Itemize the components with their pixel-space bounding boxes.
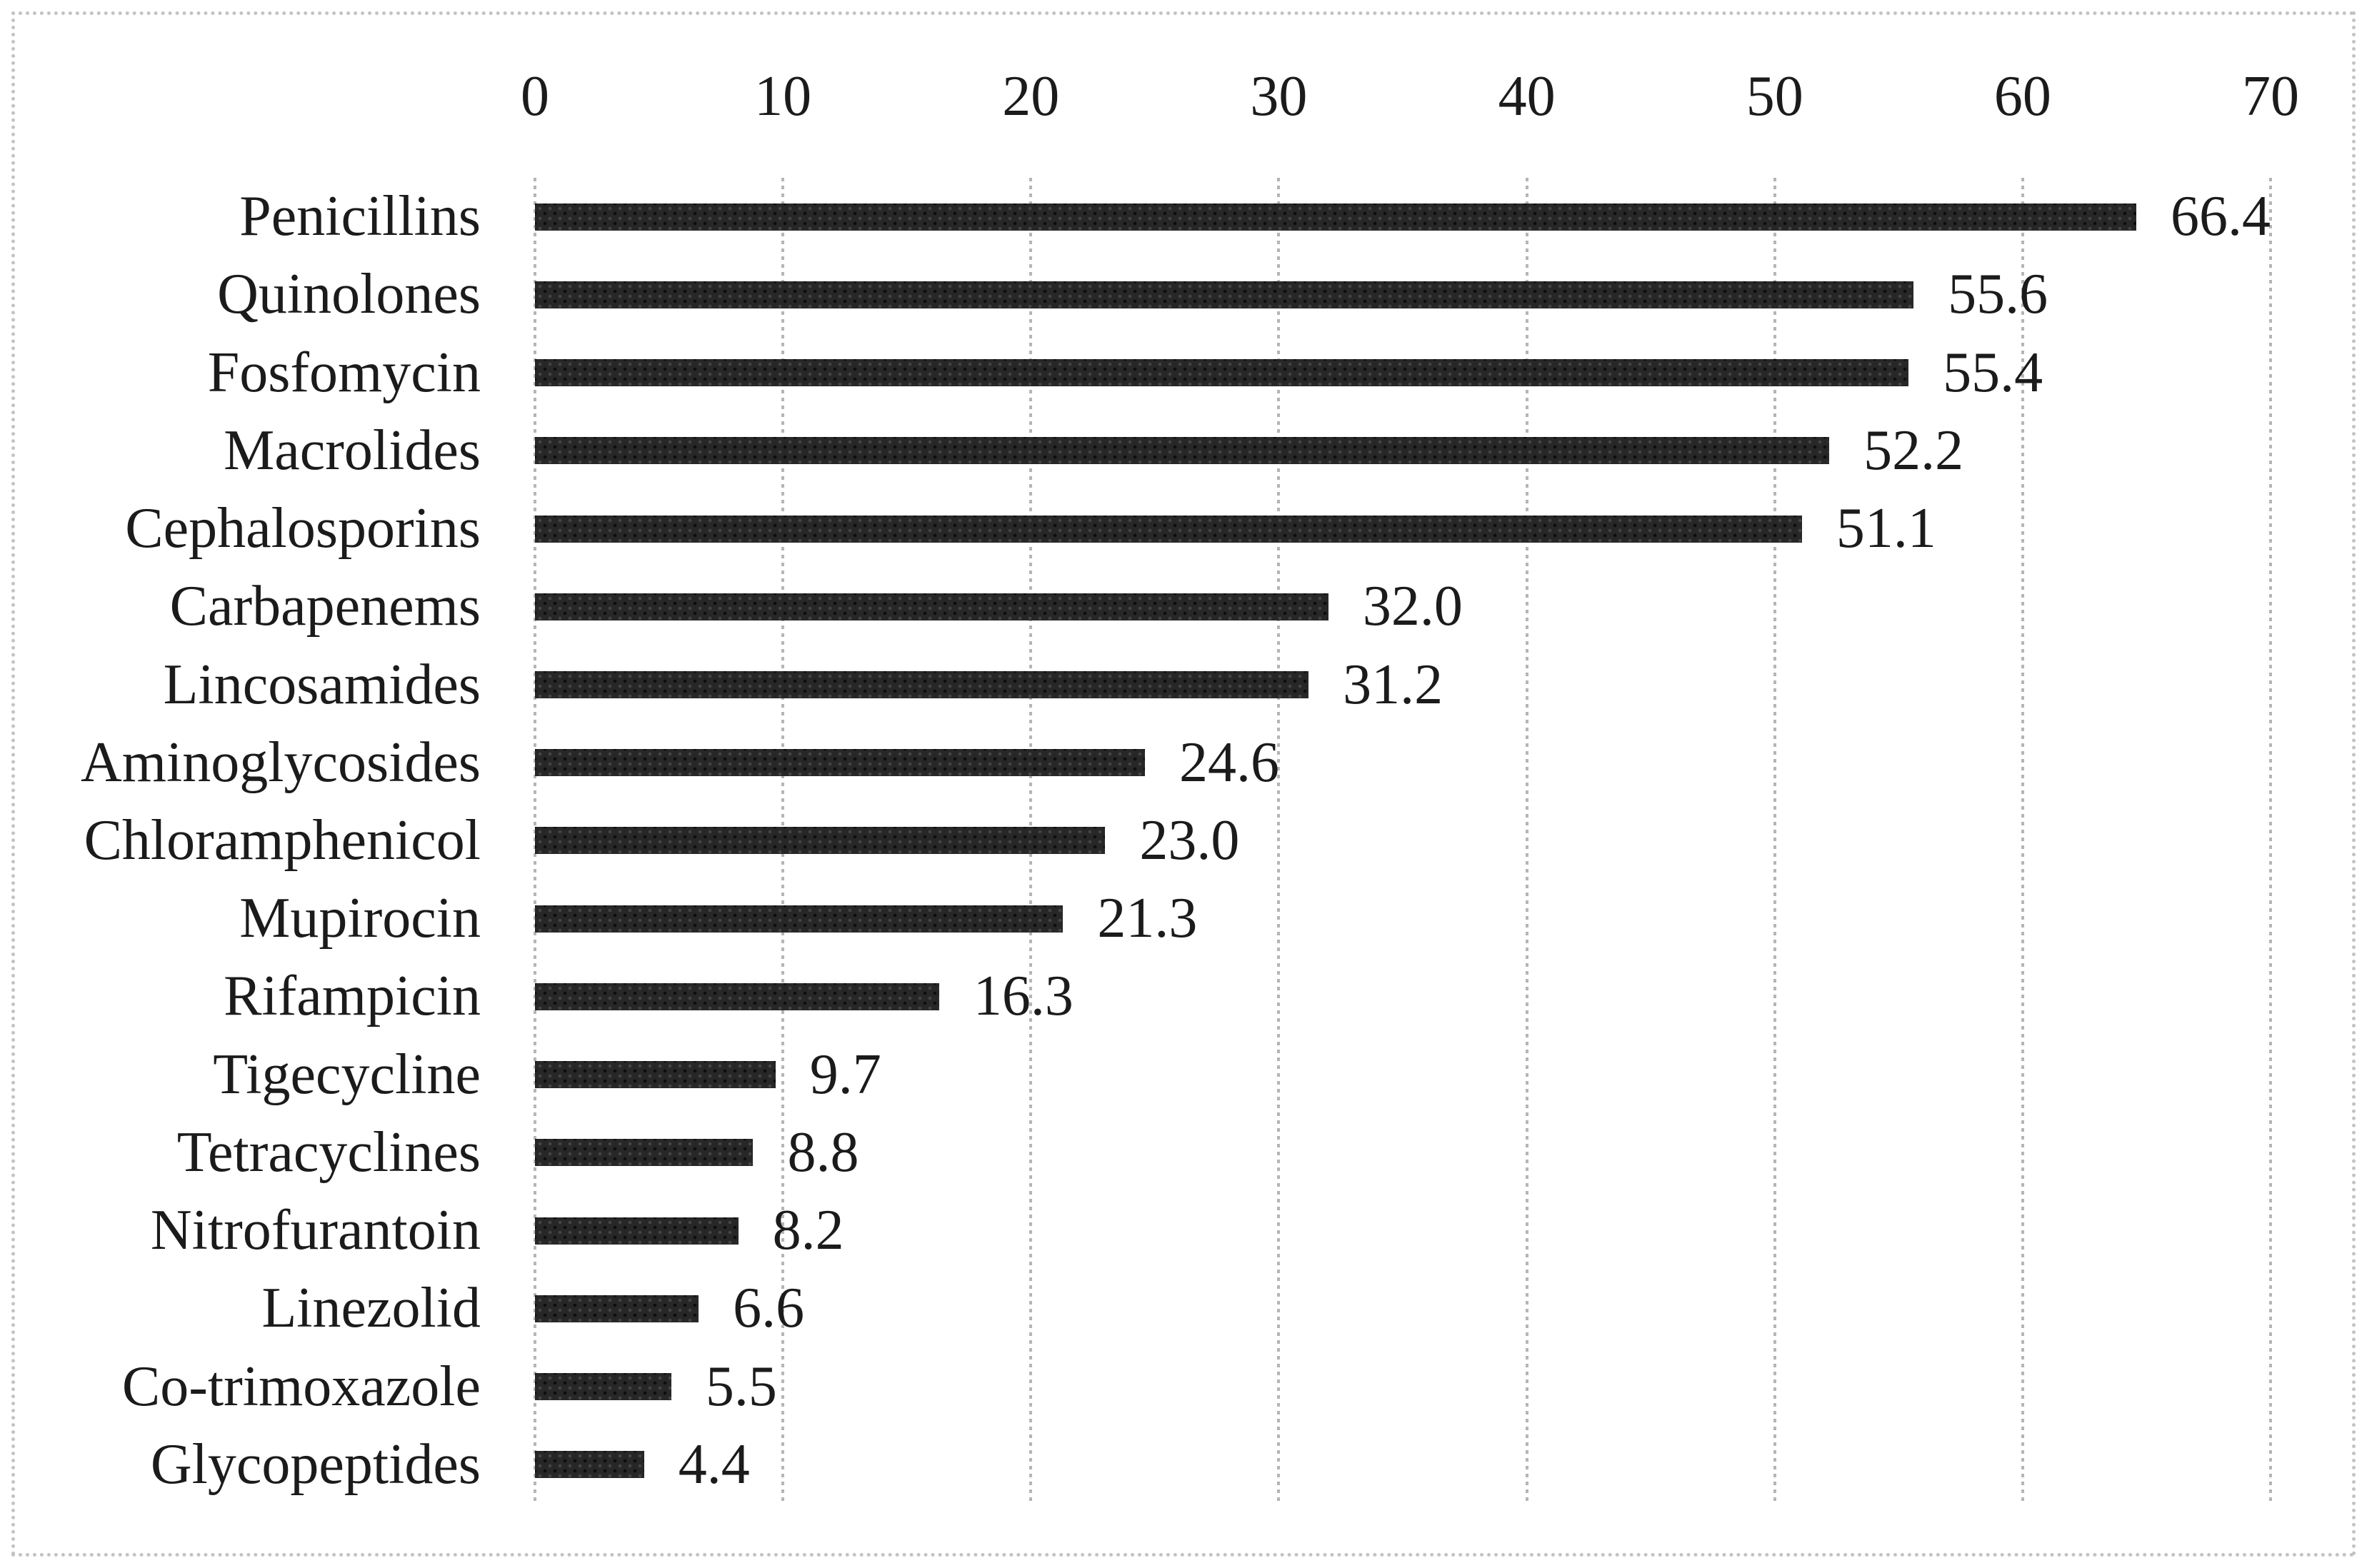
x-tick-label: 20 bbox=[1002, 64, 1060, 128]
bar-value-label: 9.7 bbox=[809, 1042, 881, 1106]
bar-value-label: 32.0 bbox=[1362, 575, 1463, 638]
x-tick-label: 60 bbox=[1993, 64, 2051, 128]
bar bbox=[535, 1139, 754, 1167]
bar-row: 66.4 bbox=[535, 178, 2271, 256]
category-label: Rifampicin bbox=[224, 965, 481, 1028]
bar-row: 8.8 bbox=[535, 1114, 2271, 1192]
bar-value-label: 5.5 bbox=[705, 1355, 777, 1418]
gridline bbox=[1525, 178, 1528, 1504]
bar-value-label: 8.2 bbox=[772, 1199, 844, 1262]
bar bbox=[535, 359, 1909, 387]
bar bbox=[535, 1451, 644, 1479]
category-label: Chloramphenicol bbox=[84, 808, 481, 872]
bar-row: 5.5 bbox=[535, 1348, 2271, 1426]
bar-value-label: 66.4 bbox=[2171, 185, 2271, 248]
bar-value-label: 21.3 bbox=[1097, 887, 1198, 950]
bar bbox=[535, 749, 1145, 777]
category-label: Penicillins bbox=[239, 185, 481, 248]
chart-border: 0 10 20 30 40 50 60 70 Penicillins Quinolones Fos… bbox=[11, 11, 2356, 1557]
bar-value-label: 52.2 bbox=[1863, 418, 1964, 482]
x-tick-label: 0 bbox=[521, 64, 549, 128]
bar-value-label: 23.0 bbox=[1139, 808, 1240, 872]
category-label: Linezolid bbox=[261, 1277, 481, 1340]
bar-value-label: 4.4 bbox=[678, 1432, 750, 1496]
bar bbox=[535, 593, 1328, 620]
bar-row: 4.4 bbox=[535, 1426, 2271, 1504]
bar bbox=[535, 671, 1309, 699]
bar-value-label: 55.4 bbox=[1943, 341, 2043, 404]
bar-row: 52.2 bbox=[535, 412, 2271, 490]
category-label: Fosfomycin bbox=[207, 341, 481, 404]
bar-value-label: 6.6 bbox=[733, 1277, 805, 1340]
bar-row: 23.0 bbox=[535, 802, 2271, 880]
bar-value-label: 55.6 bbox=[1948, 263, 2048, 326]
bar-value-label: 31.2 bbox=[1343, 653, 1443, 716]
category-label: Cephalosporins bbox=[125, 497, 481, 561]
gridline bbox=[2269, 178, 2272, 1504]
bar-row: 9.7 bbox=[535, 1036, 2271, 1114]
category-label: Nitrofurantoin bbox=[150, 1199, 481, 1262]
category-label: Macrolides bbox=[224, 418, 481, 482]
bar-row: 31.2 bbox=[535, 645, 2271, 723]
category-axis: Penicillins Quinolones Fosfomycin Macrolide… bbox=[26, 178, 535, 1504]
bar-row: 24.6 bbox=[535, 724, 2271, 802]
bar-row: 55.6 bbox=[535, 256, 2271, 333]
bar bbox=[535, 905, 1064, 933]
x-tick-label: 30 bbox=[1250, 64, 1308, 128]
bar bbox=[535, 827, 1106, 855]
category-label: Tigecycline bbox=[213, 1042, 481, 1106]
x-tick-label: 40 bbox=[1498, 64, 1556, 128]
x-tick-label: 10 bbox=[754, 64, 812, 128]
bar-row: 55.4 bbox=[535, 333, 2271, 411]
bar-value-label: 16.3 bbox=[973, 965, 1074, 1028]
bar-value-label: 51.1 bbox=[1836, 497, 1936, 561]
bar-row: 21.3 bbox=[535, 880, 2271, 958]
category-label: Aminoglycosides bbox=[81, 730, 481, 794]
bar bbox=[535, 1061, 776, 1089]
bar bbox=[535, 1295, 699, 1322]
x-axis-top: 0 10 20 30 40 50 60 70 bbox=[15, 15, 2352, 179]
bar-value-label: 8.8 bbox=[787, 1120, 859, 1184]
bar-row: 32.0 bbox=[535, 568, 2271, 645]
bar bbox=[535, 281, 1914, 308]
bar bbox=[535, 437, 1830, 465]
category-label: Carbapenems bbox=[169, 575, 481, 638]
x-tick-label: 50 bbox=[1746, 64, 1803, 128]
category-label: Co-trimoxazole bbox=[121, 1355, 481, 1418]
x-tick-label: 70 bbox=[2242, 64, 2299, 128]
bar-row: 8.2 bbox=[535, 1192, 2271, 1270]
bar bbox=[535, 203, 2136, 231]
bar bbox=[535, 515, 1802, 543]
plot-area: 66.4 55.6 55.4 52.2 51.1 32.0 31.2 24.6 23.0 21.3… bbox=[534, 178, 2272, 1504]
category-label: Quinolones bbox=[217, 263, 481, 326]
bar-row: 16.3 bbox=[535, 958, 2271, 1035]
category-label: Tetracyclines bbox=[176, 1120, 481, 1184]
bar bbox=[535, 982, 939, 1010]
bar-value-label: 24.6 bbox=[1179, 730, 1279, 794]
category-label: Glycopeptides bbox=[150, 1432, 481, 1496]
gridline bbox=[2021, 178, 2024, 1504]
bar-row: 51.1 bbox=[535, 490, 2271, 568]
category-label: Lincosamides bbox=[163, 653, 481, 716]
category-label: Mupirocin bbox=[239, 887, 481, 950]
bar-row: 6.6 bbox=[535, 1270, 2271, 1347]
gridline bbox=[1773, 178, 1776, 1504]
gridline bbox=[1277, 178, 1281, 1504]
bar bbox=[535, 1373, 671, 1401]
bar bbox=[535, 1217, 739, 1245]
